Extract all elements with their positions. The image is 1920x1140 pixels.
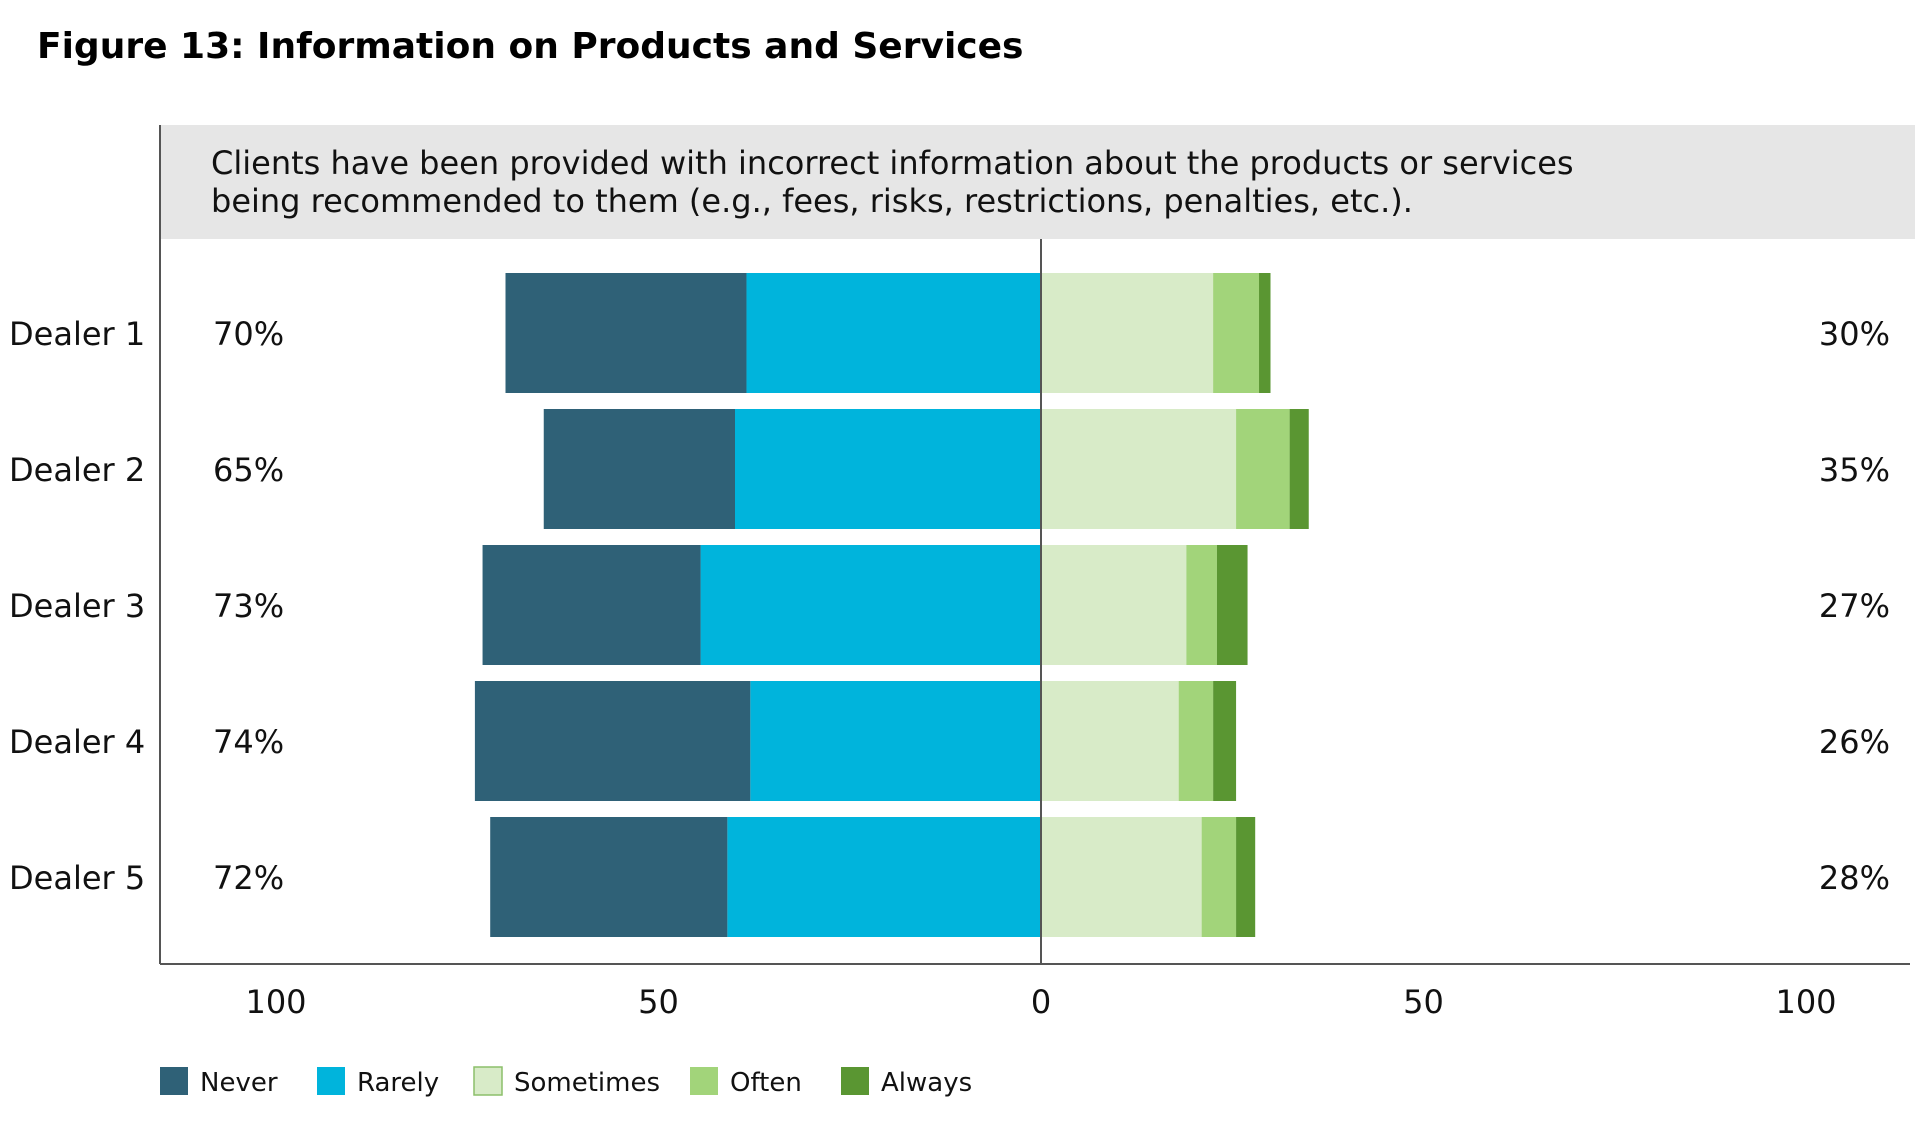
bar-dealer-1-often <box>1213 273 1260 393</box>
bar-dealer-5-never <box>490 817 728 937</box>
legend-swatch-always <box>841 1067 869 1095</box>
row-label-dealer-5: Dealer 5 <box>9 859 145 897</box>
row-label-dealer-1: Dealer 1 <box>9 315 145 353</box>
left-total-dealer-2: 65% <box>213 451 284 489</box>
legend-swatch-often <box>690 1067 718 1095</box>
left-total-dealer-1: 70% <box>213 315 284 353</box>
bar-dealer-3-sometimes <box>1041 545 1187 665</box>
bar-dealer-1-sometimes <box>1041 273 1214 393</box>
legend-swatch-rarely <box>317 1067 345 1095</box>
x-tick-label: 0 <box>1031 983 1051 1021</box>
row-label-dealer-4: Dealer 4 <box>9 723 145 761</box>
bar-dealer-1-always <box>1259 273 1271 393</box>
legend-swatch-never <box>160 1067 188 1095</box>
bar-dealer-2-sometimes <box>1041 409 1237 529</box>
x-tick-label: 100 <box>1775 983 1836 1021</box>
right-total-dealer-4: 26% <box>1819 723 1890 761</box>
question-line-2: being recommended to them (e.g., fees, r… <box>211 182 1413 220</box>
x-ticks-group: 100 50 0 50 100 <box>245 983 1836 1021</box>
legend-swatch-sometimes <box>473 1066 503 1096</box>
legend-label-never: Never <box>200 1068 278 1098</box>
right-total-dealer-5: 28% <box>1819 859 1890 897</box>
figure-title: Figure 13: Information on Products and S… <box>37 26 1023 67</box>
bar-dealer-1-rarely <box>746 273 1041 393</box>
bar-dealer-2-never <box>543 409 735 529</box>
x-tick-label: 50 <box>1403 983 1444 1021</box>
right-total-dealer-3: 27% <box>1819 587 1890 625</box>
x-tick-label: 100 <box>245 983 306 1021</box>
bar-dealer-1-never <box>505 273 747 393</box>
bar-dealer-4-sometimes <box>1041 681 1179 801</box>
bar-dealer-2-often <box>1236 409 1290 529</box>
x-tick-label: 50 <box>638 983 679 1021</box>
right-total-dealer-2: 35% <box>1819 451 1890 489</box>
bar-dealer-3-often <box>1186 545 1217 665</box>
bar-dealer-5-rarely <box>727 817 1041 937</box>
legend-label-often: Often <box>730 1068 802 1098</box>
legend-label-always: Always <box>881 1068 972 1098</box>
legend-label-rarely: Rarely <box>357 1068 439 1098</box>
bar-dealer-4-always <box>1213 681 1237 801</box>
question-banner <box>160 125 1915 239</box>
left-total-dealer-5: 72% <box>213 859 284 897</box>
bar-dealer-4-rarely <box>750 681 1041 801</box>
left-total-dealer-3: 73% <box>213 587 284 625</box>
legend: Never Rarely Sometimes Often Always <box>160 1066 972 1098</box>
row-label-dealer-2: Dealer 2 <box>9 451 145 489</box>
bar-dealer-2-rarely <box>735 409 1041 529</box>
bar-dealer-3-always <box>1216 545 1248 665</box>
legend-label-sometimes: Sometimes <box>514 1068 660 1098</box>
bar-dealer-2-always <box>1289 409 1309 529</box>
bar-dealer-4-never <box>474 681 751 801</box>
row-label-dealer-3: Dealer 3 <box>9 587 145 625</box>
bar-dealer-3-never <box>482 545 701 665</box>
question-line-1: Clients have been provided with incorrec… <box>211 144 1574 182</box>
left-total-dealer-4: 74% <box>213 723 284 761</box>
bar-dealer-3-rarely <box>700 545 1041 665</box>
right-total-dealer-1: 30% <box>1819 315 1890 353</box>
bar-dealer-4-often <box>1178 681 1214 801</box>
bar-dealer-5-sometimes <box>1041 817 1202 937</box>
bars-group <box>474 273 1309 937</box>
labels-group: Dealer 1 70% 30% Dealer 2 65% 35% Dealer 3 73% 2… <box>9 315 1890 897</box>
bar-dealer-5-always <box>1236 817 1256 937</box>
bar-dealer-5-often <box>1201 817 1237 937</box>
